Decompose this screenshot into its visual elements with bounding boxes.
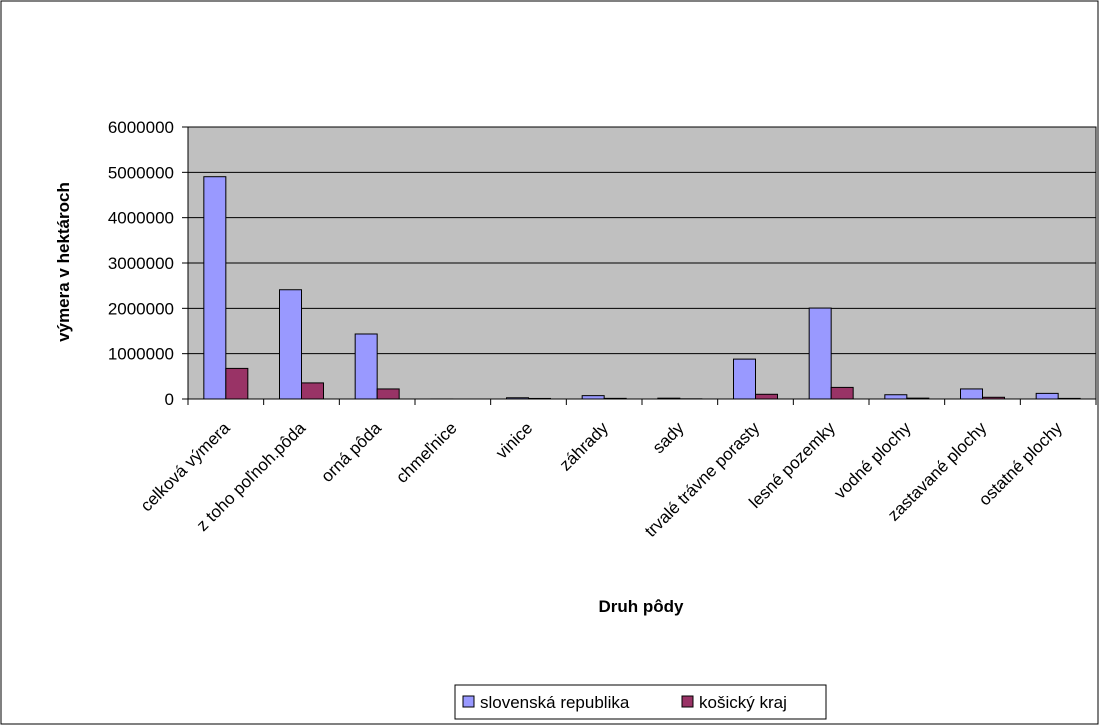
legend-label-kosicky-kraj: košický kraj (699, 693, 787, 712)
bar-slovenská-republika-8 (808, 307, 832, 400)
bar-košický-kraj-0 (225, 367, 249, 400)
bar-slovenská-republika-9 (884, 394, 908, 400)
bar-košický-kraj-1 (301, 382, 324, 400)
y-tick-label: 6000000 (108, 118, 174, 137)
bars-layer (203, 176, 1081, 400)
y-tick-label: 5000000 (108, 163, 174, 182)
bar-slovenská-republika-10 (960, 388, 983, 400)
x-axis-title: Druh pôdy (599, 597, 685, 616)
bar-slovenská-republika-5 (581, 395, 605, 400)
y-tick-label: 0 (165, 390, 174, 409)
bar-slovenská-republika-7 (733, 358, 756, 400)
bar-košický-kraj-8 (830, 386, 854, 400)
plot-area (187, 126, 1097, 400)
legend: slovenská republika košický kraj (454, 684, 827, 720)
legend-swatch-slovenska-republika (462, 695, 475, 708)
legend-label-slovenska-republika: slovenská republika (480, 693, 630, 712)
y-tick-label: 3000000 (108, 254, 174, 273)
y-axis-title: výmera v hektároch (54, 182, 73, 342)
bar-košický-kraj-7 (755, 393, 778, 400)
bar-slovenská-republika-1 (279, 289, 302, 400)
bar-slovenská-republika-0 (203, 176, 227, 400)
y-tick-label: 4000000 (108, 209, 174, 228)
legend-box (454, 684, 827, 720)
y-tick-label: 2000000 (108, 299, 174, 318)
bar-slovenská-republika-2 (354, 333, 378, 400)
legend-swatch-kosicky-kraj (681, 695, 694, 708)
bar-slovenská-republika-11 (1035, 392, 1059, 400)
y-tick-label: 1000000 (108, 345, 174, 364)
bar-košický-kraj-2 (376, 388, 400, 400)
